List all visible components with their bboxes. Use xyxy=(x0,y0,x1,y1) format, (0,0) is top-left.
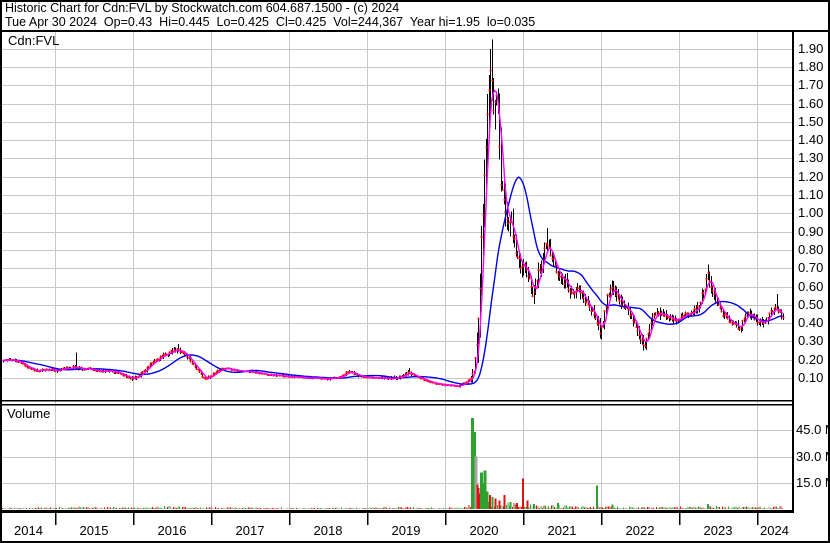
symbol-label: Cdn:FVL xyxy=(8,33,60,48)
volume-panel-label: Volume xyxy=(7,406,51,421)
quote-summary-line: Tue Apr 30 2024 Op=0.43 Hi=0.445 Lo=0.42… xyxy=(5,14,536,29)
title-bar: Historic Chart for Cdn:FVL by Stockwatch… xyxy=(5,1,536,29)
fast-ma-line xyxy=(2,89,784,387)
chart-title: Historic Chart for Cdn:FVL by Stockwatch… xyxy=(5,1,400,15)
slow-ma-line xyxy=(2,176,783,386)
price-series xyxy=(2,39,785,388)
volume-bars xyxy=(2,418,784,510)
